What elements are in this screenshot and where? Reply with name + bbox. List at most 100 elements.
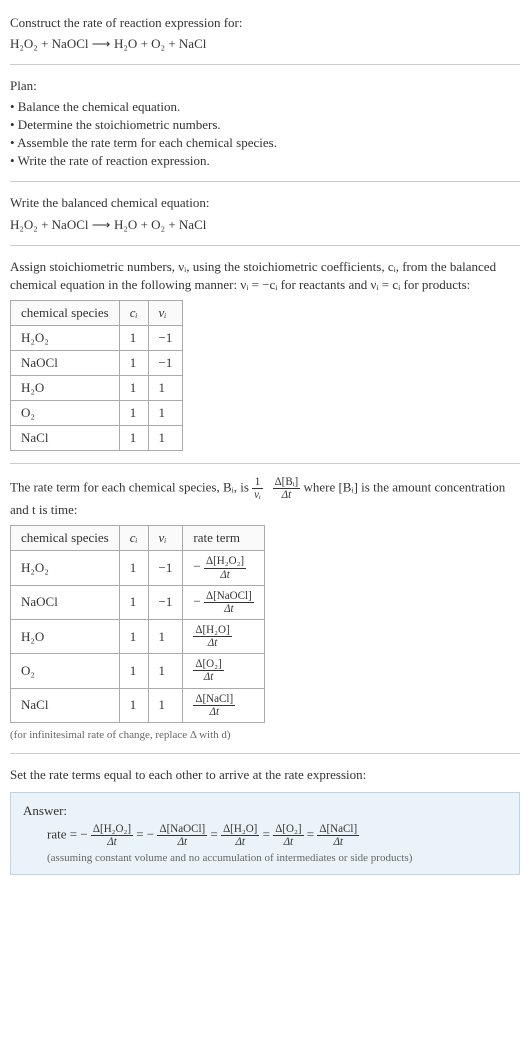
- rate-term-paragraph: The rate term for each chemical species,…: [10, 476, 520, 519]
- table-row: H₂O₂ 1 −1: [11, 325, 183, 350]
- coeff-fraction: 1 νᵢ: [252, 476, 263, 501]
- table-row: NaOCl 1 −1 − Δ[NaOCl] Δt: [11, 585, 265, 619]
- nu-cell: 1: [148, 619, 183, 653]
- plan-list: • Balance the chemical equation. • Deter…: [10, 99, 520, 169]
- species-cell: NaCl: [11, 425, 120, 450]
- plan-item: • Determine the stoichiometric numbers.: [10, 117, 520, 133]
- reaction-arrow-icon: ⟶: [92, 217, 114, 232]
- species-cell: NaOCl: [11, 350, 120, 375]
- rate-cell: Δ[NaCl] Δt: [183, 688, 264, 722]
- divider: [10, 753, 520, 754]
- balanced-title: Write the balanced chemical equation:: [10, 194, 520, 212]
- rate-term-pre: The rate term for each chemical species,…: [10, 480, 252, 495]
- delta-fraction: Δ[Bᵢ] Δt: [273, 476, 301, 501]
- rate-fraction: Δ[NaOCl] Δt: [204, 590, 254, 615]
- table-row: H₂O 1 1 Δ[H₂O] Δt: [11, 619, 265, 653]
- rate-prefix: rate =: [47, 827, 80, 842]
- species-cell: O₂: [11, 654, 120, 688]
- table-header-row: chemical species cᵢ νᵢ rate term: [11, 526, 265, 551]
- divider: [10, 245, 520, 246]
- table-row: NaOCl 1 −1: [11, 350, 183, 375]
- eq-rhs: H₂O + O₂ + NaCl: [114, 217, 206, 232]
- col-header: cᵢ: [119, 300, 148, 325]
- rate-fraction: Δ[H₂O₂] Δt: [91, 823, 133, 848]
- rate-fraction: Δ[H₂O₂] Δt: [204, 555, 246, 580]
- eq-lhs: H₂O₂ + NaOCl: [10, 217, 89, 232]
- balanced-equation: H₂O₂ + NaOCl ⟶ H₂O + O₂ + NaCl: [10, 217, 520, 233]
- col-header: νᵢ: [148, 300, 183, 325]
- plan-item: • Balance the chemical equation.: [10, 99, 520, 115]
- nu-cell: 1: [148, 425, 183, 450]
- equals-sign: =: [136, 827, 147, 842]
- species-cell: NaOCl: [11, 585, 120, 619]
- divider: [10, 64, 520, 65]
- c-cell: 1: [119, 654, 148, 688]
- unbalanced-equation: H₂O₂ + NaOCl ⟶ H₂O + O₂ + NaCl: [10, 36, 520, 52]
- species-cell: O₂: [11, 400, 120, 425]
- nu-cell: 1: [148, 688, 183, 722]
- rate-cell: − Δ[H₂O₂] Δt: [183, 551, 264, 585]
- rate-fraction: Δ[H₂O] Δt: [193, 624, 231, 649]
- answer-caption: (assuming constant volume and no accumul…: [23, 852, 507, 864]
- rate-fraction: Δ[O₂] Δt: [273, 823, 303, 848]
- c-cell: 1: [119, 425, 148, 450]
- nu-cell: 1: [148, 654, 183, 688]
- c-cell: 1: [119, 619, 148, 653]
- rate-table: chemical species cᵢ νᵢ rate term H₂O₂ 1 …: [10, 525, 265, 722]
- table-row: O₂ 1 1: [11, 400, 183, 425]
- col-header: chemical species: [11, 526, 120, 551]
- rate-fraction: Δ[NaCl] Δt: [193, 693, 235, 718]
- col-header: chemical species: [11, 300, 120, 325]
- c-cell: 1: [119, 585, 148, 619]
- species-cell: H₂O₂: [11, 551, 120, 585]
- nu-cell: −1: [148, 325, 183, 350]
- equals-sign: =: [263, 827, 274, 842]
- table-row: NaCl 1 1 Δ[NaCl] Δt: [11, 688, 265, 722]
- nu-cell: −1: [148, 350, 183, 375]
- nu-cell: 1: [148, 375, 183, 400]
- species-cell: H₂O₂: [11, 325, 120, 350]
- sign: −: [193, 593, 200, 608]
- plan-item: • Write the rate of reaction expression.: [10, 153, 520, 169]
- nu-cell: 1: [148, 400, 183, 425]
- sign: −: [147, 827, 154, 842]
- rate-cell: Δ[O₂] Δt: [183, 654, 264, 688]
- rate-fraction: Δ[NaCl] Δt: [317, 823, 359, 848]
- c-cell: 1: [119, 688, 148, 722]
- construct-prompt: Construct the rate of reaction expressio…: [10, 14, 520, 32]
- c-cell: 1: [119, 375, 148, 400]
- nu-cell: −1: [148, 551, 183, 585]
- rate-fraction: Δ[O₂] Δt: [193, 658, 223, 683]
- answer-box: Answer: rate = − Δ[H₂O₂] Δt = − Δ[NaOCl]…: [10, 792, 520, 875]
- rate-expression: rate = − Δ[H₂O₂] Δt = − Δ[NaOCl] Δt = Δ[…: [23, 823, 507, 848]
- reaction-arrow-icon: ⟶: [92, 36, 114, 51]
- equals-sign: =: [307, 827, 318, 842]
- col-header: νᵢ: [148, 526, 183, 551]
- rate-cell: Δ[H₂O] Δt: [183, 619, 264, 653]
- sign: −: [193, 559, 200, 574]
- species-cell: H₂O: [11, 375, 120, 400]
- eq-rhs: H₂O + O₂ + NaCl: [114, 36, 206, 51]
- table-row: NaCl 1 1: [11, 425, 183, 450]
- eq-lhs: H₂O₂ + NaOCl: [10, 36, 89, 51]
- set-equal-text: Set the rate terms equal to each other t…: [10, 766, 520, 784]
- plan-title: Plan:: [10, 77, 520, 95]
- sign: −: [80, 827, 87, 842]
- stoich-table: chemical species cᵢ νᵢ H₂O₂ 1 −1 NaOCl 1…: [10, 300, 183, 451]
- rate-fraction: Δ[NaOCl] Δt: [157, 823, 207, 848]
- divider: [10, 463, 520, 464]
- stoich-paragraph: Assign stoichiometric numbers, νᵢ, using…: [10, 258, 520, 294]
- table-header-row: chemical species cᵢ νᵢ: [11, 300, 183, 325]
- plan-item: • Assemble the rate term for each chemic…: [10, 135, 520, 151]
- answer-label: Answer:: [23, 803, 507, 819]
- c-cell: 1: [119, 400, 148, 425]
- c-cell: 1: [119, 551, 148, 585]
- col-header: rate term: [183, 526, 264, 551]
- c-cell: 1: [119, 350, 148, 375]
- table-row: H₂O 1 1: [11, 375, 183, 400]
- species-cell: NaCl: [11, 688, 120, 722]
- rate-cell: − Δ[NaOCl] Δt: [183, 585, 264, 619]
- col-header: cᵢ: [119, 526, 148, 551]
- rate-fraction: Δ[H₂O] Δt: [221, 823, 259, 848]
- nu-cell: −1: [148, 585, 183, 619]
